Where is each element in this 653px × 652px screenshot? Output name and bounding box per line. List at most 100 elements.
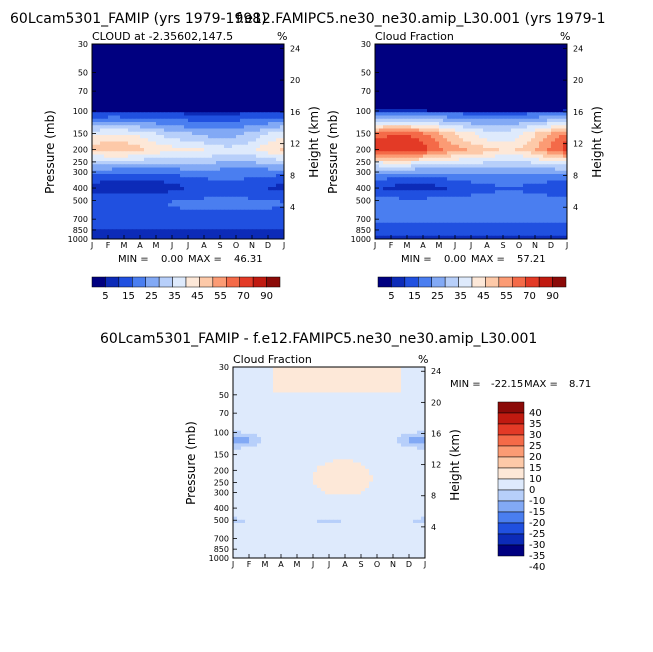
- field-cell: [272, 112, 277, 117]
- field-cell: [104, 196, 109, 201]
- field-cell: [248, 92, 253, 97]
- field-cell: [180, 167, 185, 172]
- field-cell: [156, 154, 161, 159]
- field-cell: [443, 161, 448, 165]
- field-cell: [188, 148, 193, 152]
- field-cell: [383, 57, 388, 61]
- field-cell: [471, 164, 476, 169]
- field-cell: [200, 102, 205, 107]
- field-cell: [563, 174, 567, 178]
- field-cell: [495, 96, 500, 100]
- field-cell: [124, 161, 129, 165]
- field-cell: [92, 60, 97, 65]
- field-cell: [375, 157, 380, 162]
- field-cell: [144, 180, 149, 185]
- field-cell: [507, 170, 512, 175]
- field-cell: [152, 193, 157, 198]
- field-cell: [208, 148, 213, 152]
- field-cell: [220, 180, 225, 185]
- field-cell: [443, 99, 448, 104]
- field-cell: [403, 60, 408, 65]
- field-cell: [559, 86, 564, 91]
- field-cell: [160, 135, 165, 139]
- field-cell: [407, 102, 412, 107]
- field-cell: [503, 170, 508, 175]
- field-cell: [116, 57, 121, 61]
- field-cell: [108, 118, 113, 123]
- field-cell: [168, 125, 173, 130]
- field-cell: [156, 151, 161, 156]
- pressure-tick-label: 200: [73, 145, 88, 154]
- field-cell: [224, 83, 229, 87]
- field-cell: [483, 138, 488, 143]
- field-cell: [555, 138, 560, 143]
- field-cell: [212, 229, 217, 234]
- field-cell: [140, 73, 145, 78]
- field-cell: [475, 122, 480, 126]
- field-cell: [136, 213, 141, 217]
- field-cell: [399, 115, 404, 120]
- field-cell: [423, 144, 428, 149]
- field-cell: [196, 235, 201, 239]
- field-cell: [375, 144, 380, 149]
- field-cell: [252, 170, 257, 175]
- field-cell: [499, 170, 504, 175]
- field-cell: [200, 154, 205, 159]
- field-cell: [395, 135, 400, 139]
- field-cell: [132, 235, 137, 239]
- field-cell: [507, 89, 512, 94]
- field-cell: [399, 151, 404, 156]
- field-cell: [543, 44, 548, 48]
- field-cell: [443, 50, 448, 55]
- field-cell: [375, 50, 380, 55]
- field-cell: [264, 174, 269, 178]
- field-cell: [116, 157, 121, 162]
- field-cell: [188, 164, 193, 169]
- field-cell: [136, 229, 141, 234]
- field-cell: [176, 196, 181, 201]
- field-cell: [439, 131, 444, 136]
- field-cell: [523, 112, 528, 117]
- field-cell: [463, 164, 468, 169]
- field-cell: [244, 226, 249, 230]
- field-cell: [96, 83, 101, 87]
- field-cell: [451, 53, 456, 58]
- field-cell: [196, 190, 201, 195]
- field-cell: [148, 203, 153, 208]
- field-cell: [136, 222, 141, 227]
- field-cell: [443, 164, 448, 169]
- field-cell: [479, 73, 484, 78]
- field-cell: [104, 70, 109, 74]
- field-cell: [132, 73, 137, 78]
- field-cell: [268, 86, 273, 91]
- field-cell: [447, 151, 452, 156]
- field-cell: [519, 115, 524, 120]
- field-cell: [387, 174, 392, 178]
- field-cell: [188, 109, 193, 113]
- field-cell: [268, 141, 273, 146]
- field-cell: [132, 83, 137, 87]
- field-cell: [228, 226, 233, 230]
- field-cell: [375, 125, 380, 130]
- field-cell: [228, 50, 233, 55]
- field-cell: [276, 66, 281, 71]
- field-cell: [216, 229, 221, 234]
- field-cell: [451, 167, 456, 172]
- field-cell: [272, 219, 277, 224]
- field-cell: [264, 60, 269, 65]
- field-cell: [204, 112, 209, 117]
- field-cell: [555, 66, 560, 71]
- field-cell: [411, 144, 416, 149]
- field-cell: [204, 154, 209, 159]
- field-cell: [96, 76, 101, 81]
- field-cell: [415, 112, 420, 117]
- field-cell: [184, 63, 189, 68]
- field-cell: [439, 112, 444, 117]
- field-cell: [527, 83, 532, 87]
- field-cell: [395, 174, 400, 178]
- field-cell: [491, 128, 496, 133]
- field-cell: [443, 66, 448, 71]
- field-cell: [224, 57, 229, 61]
- field-cell: [379, 164, 384, 169]
- field-cell: [168, 99, 173, 104]
